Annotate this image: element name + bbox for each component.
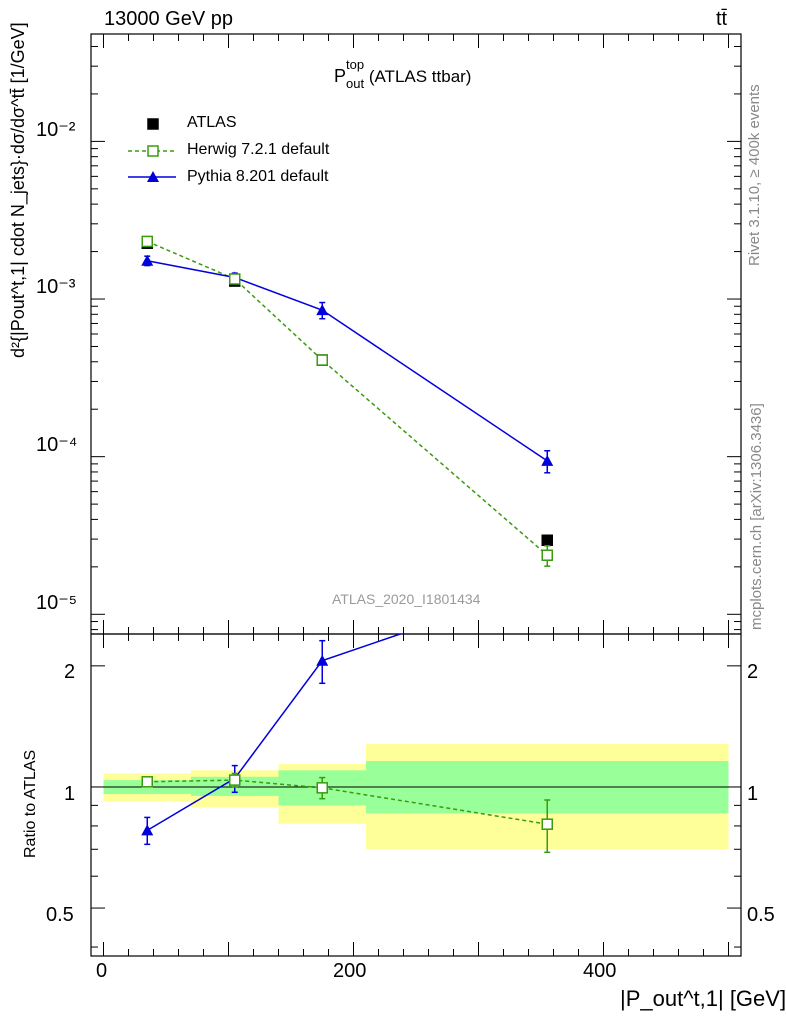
ratio-plot-frame	[90, 633, 742, 957]
herwig-main-point	[316, 354, 328, 366]
herwig-ratio-point	[541, 818, 553, 830]
y-ratio-tick-right-2: 2	[747, 661, 759, 683]
rivet-label: Rivet 3.1.10, ≥ 400k events	[746, 84, 763, 266]
y-main-tick-0: 10⁻⁵	[36, 592, 78, 614]
pythia-ratio-point	[141, 824, 154, 836]
pythia-main-point	[541, 454, 554, 466]
x-tick-label-200: 200	[333, 960, 367, 982]
ratio-series-group	[141, 634, 553, 854]
pythia-main-point	[141, 254, 154, 266]
legend-label-atlas: ATLAS	[187, 114, 237, 131]
y-ratio-tick-left-0: 0.5	[46, 904, 74, 926]
herwig-main-point	[541, 549, 553, 561]
y-ratio-tick-left-2: 2	[64, 661, 76, 683]
pythia-ratio-point	[316, 654, 329, 666]
y-ratio-tick-left-1: 1	[64, 783, 76, 805]
herwig-ratio-point	[316, 782, 328, 794]
x-axis-label: |P_out^t,1| [GeV]	[620, 986, 786, 1011]
plot-title-sup: top	[346, 57, 365, 72]
y-axis-main-label: d²{|Pout^t,1| cdot N_jets}·dσ/dσ^tt̄ [1/…	[8, 22, 28, 358]
herwig-main-line	[146, 240, 548, 556]
herwig-main-point	[141, 235, 153, 248]
plot-title-suffix: (ATLAS ttbar)	[364, 67, 472, 86]
legend-marker-pythia	[147, 171, 159, 182]
legend-marker-herwig	[147, 145, 159, 157]
x-tick-label-0: 0	[96, 960, 108, 982]
herwig-main-point	[229, 273, 241, 285]
process-label: tt̄	[716, 8, 728, 30]
ratio-uncertainty-bands	[91, 743, 741, 850]
legend	[128, 118, 176, 182]
axis-ticks	[91, 34, 741, 956]
data-series	[141, 235, 554, 854]
mcplots-label: mcplots.cern.ch [arXiv:1306.3436]	[748, 403, 765, 630]
herwig-ratio-point	[229, 774, 241, 786]
pythia-main-line	[147, 259, 548, 462]
pythia-ratio-line	[146, 634, 403, 832]
y-main-tick-3: 10⁻²	[36, 119, 76, 141]
legend-label-pythia: Pythia 8.201 default	[187, 168, 329, 185]
legend-marker-atlas	[147, 118, 159, 130]
y-ratio-tick-right-0: 0.5	[747, 904, 775, 926]
y-axis-ratio-label: Ratio to ATLAS	[22, 749, 39, 858]
y-main-tick-1: 10⁻⁴	[36, 434, 78, 456]
plot-title-sub: out	[346, 76, 365, 91]
legend-label-herwig: Herwig 7.2.1 default	[187, 141, 330, 158]
plot-title-base: P	[334, 66, 347, 86]
x-tick-label-400: 400	[583, 960, 617, 982]
herwig-ratio-line	[147, 779, 548, 825]
atlas-main-point	[541, 534, 553, 546]
analysis-watermark: ATLAS_2020_I1801434	[332, 591, 481, 607]
energy-label: 13000 GeV pp	[104, 8, 233, 30]
y-ratio-tick-right-1: 1	[747, 783, 759, 805]
y-main-tick-2: 10⁻³	[36, 276, 76, 298]
herwig-ratio-point	[141, 776, 153, 788]
pythia-main-point	[316, 304, 329, 316]
